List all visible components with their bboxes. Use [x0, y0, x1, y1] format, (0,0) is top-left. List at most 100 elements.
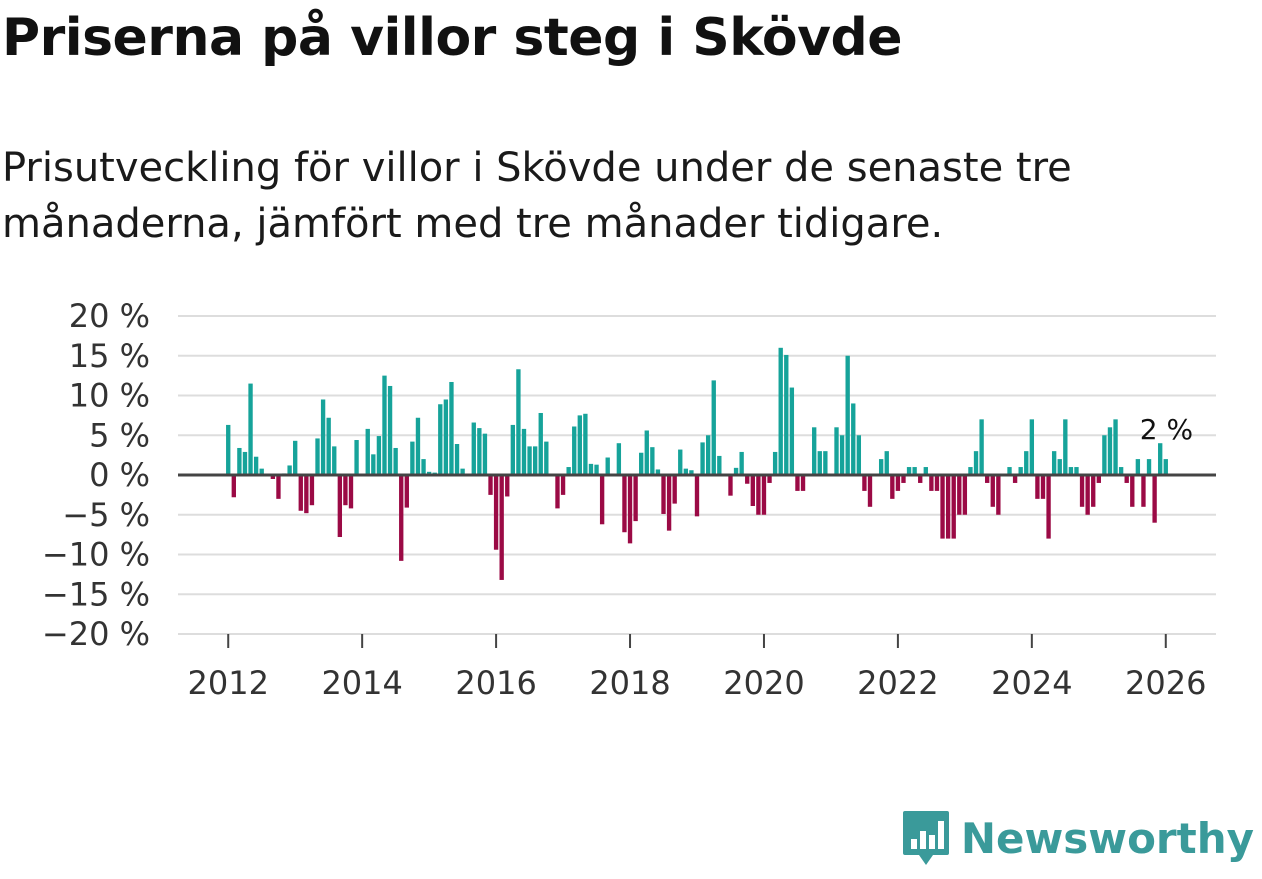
bar — [711, 380, 716, 475]
bar — [1035, 475, 1040, 499]
bar — [918, 475, 923, 483]
x-tick-label: 2022 — [857, 664, 938, 702]
bar — [639, 452, 644, 475]
bar — [979, 419, 984, 475]
bar — [1124, 475, 1129, 483]
bar — [376, 436, 382, 475]
bar — [298, 475, 303, 511]
bar — [689, 470, 694, 475]
bar — [354, 440, 359, 475]
bar — [510, 424, 516, 475]
bar — [962, 475, 968, 515]
bar — [276, 475, 281, 499]
bar — [985, 475, 990, 483]
bar — [1102, 435, 1107, 475]
bar — [270, 475, 276, 479]
brand-name: Newsworthy — [960, 813, 1254, 863]
axes — [178, 473, 1216, 648]
bar — [449, 381, 454, 475]
bar — [644, 430, 649, 475]
y-tick-label: 5 % — [89, 416, 150, 454]
bar — [326, 417, 331, 475]
bar — [516, 369, 521, 475]
last-value-label: 2 % — [1140, 413, 1193, 446]
chart-subtitle: Prisutveckling för villor i Skövde under… — [2, 145, 1072, 247]
bar — [438, 404, 443, 475]
x-tick-label: 2012 — [188, 664, 269, 702]
bar — [1113, 419, 1118, 475]
bar — [666, 475, 672, 531]
bar — [901, 475, 906, 483]
bar — [784, 354, 789, 475]
bar — [1040, 475, 1046, 499]
newsworthy-logo: Newsworthy — [901, 803, 1254, 873]
chart-title: Priserna på villor steg i Skövde — [2, 8, 903, 68]
bar — [812, 427, 817, 475]
bar — [332, 446, 337, 475]
bar — [1063, 419, 1068, 475]
bar — [348, 475, 354, 509]
bar — [1068, 467, 1074, 475]
bar — [259, 468, 264, 475]
bar-chart: 20 %15 %10 %5 %0 %−5 %−10 %−15 %−20 % 201… — [42, 297, 1216, 702]
y-tick-label: 0 % — [89, 456, 150, 494]
y-tick-label: −15 % — [42, 575, 150, 613]
bar — [393, 447, 398, 475]
bar — [728, 475, 733, 496]
bar — [973, 451, 979, 475]
bar — [929, 475, 934, 491]
bar — [560, 475, 566, 495]
bar — [622, 475, 627, 533]
bar — [1096, 475, 1101, 483]
bar — [1091, 475, 1096, 507]
bar — [890, 475, 895, 499]
bar — [968, 467, 973, 475]
bar — [583, 413, 588, 475]
bar — [248, 383, 253, 475]
bar — [694, 475, 700, 517]
bar — [588, 463, 594, 475]
bar — [544, 441, 549, 475]
bar — [242, 451, 248, 475]
bar — [739, 451, 744, 475]
bar — [923, 467, 928, 475]
bar — [1046, 475, 1051, 539]
bar — [633, 475, 638, 522]
bar — [488, 475, 493, 495]
bar — [700, 442, 705, 475]
bar — [404, 475, 409, 508]
bar — [371, 454, 376, 475]
bar — [309, 475, 315, 506]
bar — [772, 451, 778, 475]
bar — [1007, 467, 1012, 475]
bar — [1163, 459, 1168, 475]
bar — [778, 347, 783, 475]
bar — [1051, 451, 1057, 475]
bar — [823, 451, 828, 475]
bar — [421, 459, 426, 475]
bar — [471, 422, 476, 475]
bar — [387, 385, 393, 475]
bar — [733, 467, 739, 475]
bar — [521, 428, 527, 475]
bar — [672, 475, 677, 504]
x-tick-label: 2020 — [723, 664, 804, 702]
bar — [572, 426, 577, 475]
labels: 20 %15 %10 %5 %0 %−5 %−10 %−15 %−20 % 201… — [42, 297, 1207, 702]
bar — [594, 464, 599, 475]
bar — [527, 446, 532, 475]
newsworthy-logo-icon — [902, 811, 949, 865]
bar — [443, 399, 449, 475]
bar — [655, 469, 661, 475]
bar — [499, 475, 504, 580]
bar — [566, 467, 571, 475]
bar — [839, 435, 845, 475]
bar — [538, 412, 543, 475]
bar — [493, 475, 499, 550]
bar — [934, 475, 940, 491]
bar — [1029, 419, 1035, 475]
bar — [343, 475, 348, 506]
bar — [226, 424, 231, 475]
bar — [577, 415, 582, 476]
bar — [951, 475, 956, 539]
